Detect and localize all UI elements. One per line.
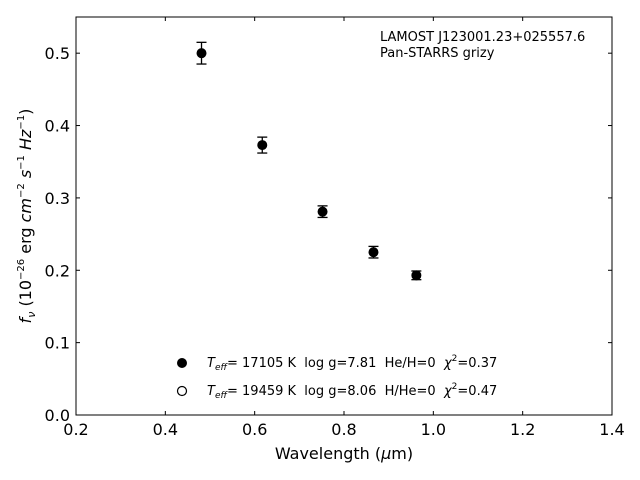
data-point (257, 140, 268, 151)
x-axis-label: Wavelength (μm) (275, 444, 413, 463)
y-tick-label: 0.2 (45, 261, 70, 280)
x-axis-ticks: 0.2 0.4 0.6 0.8 1.0 1.2 1.4 (63, 17, 625, 439)
data-point (368, 247, 379, 258)
x-tick-label: 0.6 (242, 420, 267, 439)
legend-marker-open (176, 385, 188, 397)
y-tick-label: 0.1 (45, 334, 70, 353)
data-point (317, 206, 328, 217)
x-tick-label: 1.4 (599, 420, 624, 439)
legend-entry-2: Teff= 19459 K log g=8.06 H/He=0 χ2=0.47 (207, 382, 497, 401)
annotation-object-name: LAMOST J123001.23+025557.6 (380, 30, 585, 45)
legend: Teff= 17105 K log g=7.81 He/H=0 χ2=0.37 … (176, 354, 497, 401)
x-tick-label: 0.2 (63, 420, 88, 439)
annotation-survey: Pan-STARRS grizy (380, 46, 495, 61)
y-tick-label: 0.0 (45, 406, 70, 425)
legend-marker-filled (177, 358, 187, 368)
x-tick-label: 1.2 (510, 420, 535, 439)
data-point (196, 48, 207, 59)
y-tick-label: 0.4 (45, 117, 70, 136)
y-tick-label: 0.3 (45, 189, 70, 208)
x-tick-label: 0.4 (153, 420, 178, 439)
x-tick-label: 1.0 (421, 420, 446, 439)
y-axis-ticks: 0.0 0.1 0.2 0.3 0.4 0.5 (45, 44, 612, 425)
data-point (411, 270, 422, 281)
legend-entry-1: Teff= 17105 K log g=7.81 He/H=0 χ2=0.37 (207, 354, 497, 373)
x-tick-label: 0.8 (331, 420, 356, 439)
y-tick-label: 0.5 (45, 44, 70, 63)
y-axis-label: fν (10−26 erg cm−2 s−1 Hz−1) (16, 109, 38, 324)
data-points (196, 41, 422, 281)
